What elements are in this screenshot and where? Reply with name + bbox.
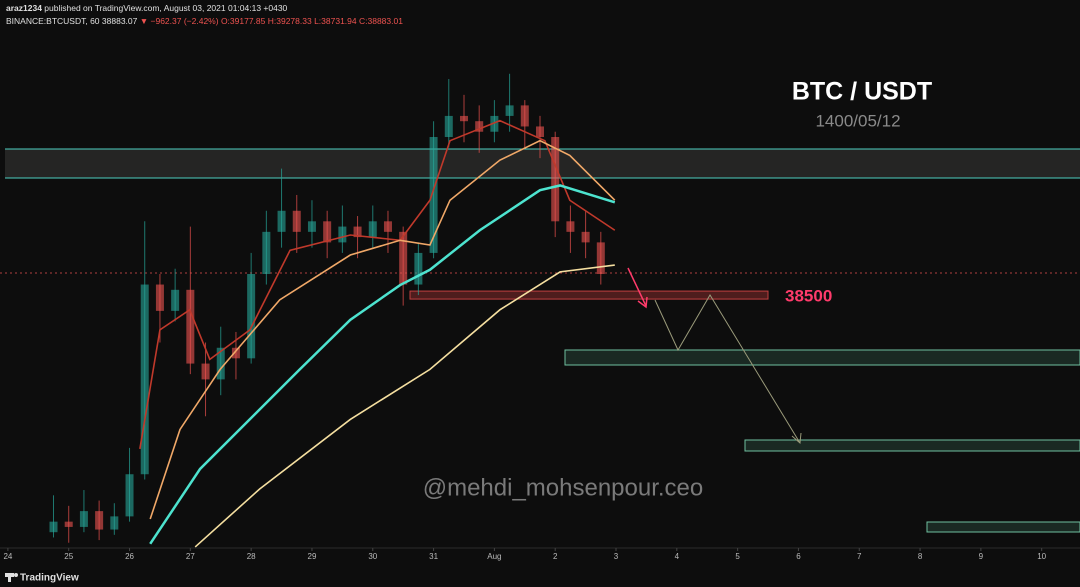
x-tick-label: 27 <box>186 552 195 561</box>
candle-body <box>125 474 134 517</box>
published: published on TradingView.com, August 03,… <box>44 3 287 13</box>
x-tick-label: 7 <box>857 552 862 561</box>
candle-body <box>520 105 529 127</box>
candle-body <box>140 284 149 475</box>
candle-body <box>399 231 408 285</box>
x-tick-label: 25 <box>64 552 73 561</box>
candle-body <box>475 121 484 132</box>
x-tick-label: 2 <box>553 552 558 561</box>
plot-area <box>49 73 769 548</box>
candle-body <box>110 516 119 530</box>
x-tick-label: 3 <box>614 552 619 561</box>
candle-body <box>596 242 605 274</box>
candle-body <box>95 511 104 530</box>
ohlc: C:38883.01 <box>359 16 403 26</box>
ohlc: O:39177.85 <box>221 16 266 26</box>
logo <box>8 573 11 582</box>
target-zone <box>744 439 1080 452</box>
candle-body <box>231 347 240 359</box>
target-zone <box>564 349 1080 366</box>
candle-body <box>79 511 88 527</box>
watermark: @mehdi_mohsenpour.ceo <box>423 474 704 501</box>
candle-body <box>383 221 392 232</box>
candle-body <box>307 221 316 232</box>
moving-average <box>194 264 615 548</box>
x-tick-label: Aug <box>487 552 501 561</box>
candle-body <box>216 347 225 380</box>
x-tick-label: 9 <box>979 552 984 561</box>
moving-average <box>149 184 616 545</box>
candle-body <box>505 105 514 116</box>
symbol: BINANCE:BTCUSDT, 60 <box>6 16 100 26</box>
logo <box>14 573 18 577</box>
header-line: BINANCE:BTCUSDT, 60 38883.07 ▼ −962.37 (… <box>6 16 403 26</box>
candle-body <box>338 226 347 243</box>
x-tick-label: 30 <box>368 552 377 561</box>
target-zone <box>926 521 1080 533</box>
axis-bar <box>0 548 1080 587</box>
candle-body <box>581 231 590 243</box>
candle-body <box>323 221 332 243</box>
moving-average <box>139 119 616 450</box>
x-tick-label: 10 <box>1037 552 1046 561</box>
x-tick-label: 29 <box>308 552 317 561</box>
brand: TradingView <box>20 573 79 584</box>
candle-body <box>292 210 301 232</box>
ohlc: H:39278.33 <box>268 16 312 26</box>
x-tick-label: 4 <box>675 552 680 561</box>
arrow-head <box>791 432 802 445</box>
candle-body <box>459 115 468 122</box>
candle-body <box>64 521 73 527</box>
candle-body <box>186 289 195 364</box>
x-tick-label: 28 <box>247 552 256 561</box>
price: 38883.07 <box>102 16 138 26</box>
arrow <box>627 267 647 307</box>
candle-body <box>551 137 560 222</box>
arrow-head <box>637 296 648 309</box>
chart-title: BTC / USDT <box>792 78 932 106</box>
candle-body <box>368 221 377 238</box>
header-line: araz1234 published on TradingView.com, A… <box>6 3 288 13</box>
candle-body <box>171 289 180 311</box>
candle-body <box>490 115 499 132</box>
x-tick-label: 31 <box>429 552 438 561</box>
candle-body <box>536 126 544 137</box>
chart-subtitle: 1400/05/12 <box>815 111 900 130</box>
candle-body <box>429 137 438 253</box>
level-label: 38500 <box>785 287 832 306</box>
candle-body <box>444 115 453 137</box>
moving-average <box>149 139 616 520</box>
ohlc: L:38731.94 <box>314 16 357 26</box>
candle-body <box>277 210 286 232</box>
author: araz1234 <box>6 3 42 13</box>
candle-body <box>566 221 575 232</box>
x-tick-label: 24 <box>3 552 12 561</box>
candle-body <box>262 231 271 274</box>
x-tick-label: 6 <box>796 552 801 561</box>
candle-body <box>201 363 210 380</box>
level-zone <box>409 290 769 300</box>
x-tick-label: 8 <box>918 552 923 561</box>
resistance-zone <box>5 149 1080 178</box>
candle-body <box>155 284 164 311</box>
change: ▼ −962.37 (−2.42%) <box>140 16 219 26</box>
candle-body <box>247 274 256 359</box>
candle-body <box>353 226 362 238</box>
x-tick-label: 26 <box>125 552 134 561</box>
candle-body <box>414 252 423 285</box>
candle-body <box>49 521 58 533</box>
x-tick-label: 5 <box>735 552 740 561</box>
projection-path <box>654 294 801 444</box>
